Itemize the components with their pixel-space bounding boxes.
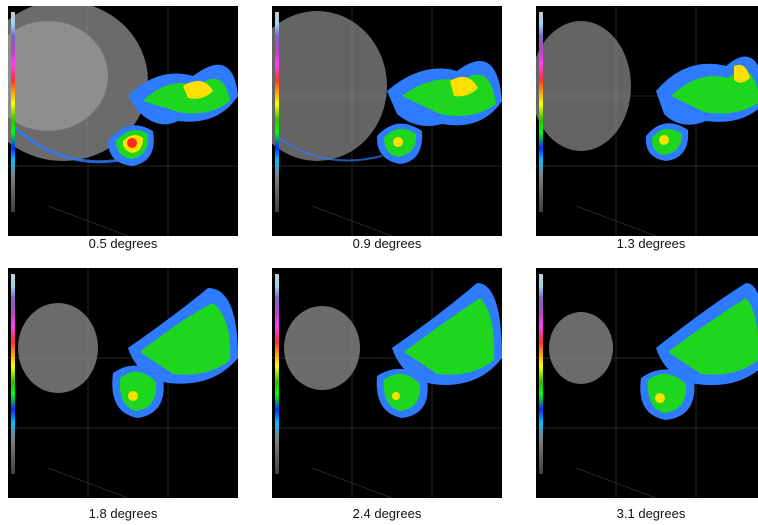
radar-panel-1-8 [8,268,238,498]
panel-caption: 1.8 degrees [8,506,238,521]
color-scale-bar [539,12,543,212]
color-scale-bar [275,274,279,474]
radar-panel-1-3 [536,6,758,236]
panel-caption: 0.5 degrees [8,236,238,251]
panel-caption: 2.4 degrees [272,506,502,521]
color-scale-bar [275,12,279,212]
color-scale-bar [539,274,543,474]
radar-panel-0-5 [8,6,238,236]
panel-caption: 3.1 degrees [536,506,758,521]
panel-caption: 0.9 degrees [272,236,502,251]
radar-panel-2-4 [272,268,502,498]
color-scale-bar [11,12,15,212]
radar-panel-0-9 [272,6,502,236]
radar-image-3-1 [536,268,758,498]
radar-image-1-8 [8,268,238,498]
panel-caption: 1.3 degrees [536,236,758,251]
radar-image-0-5 [8,6,238,236]
radar-panel-3-1 [536,268,758,498]
radar-image-2-4 [272,268,502,498]
radar-image-1-3 [536,6,758,236]
radar-image-0-9 [272,6,502,236]
color-scale-bar [11,274,15,474]
